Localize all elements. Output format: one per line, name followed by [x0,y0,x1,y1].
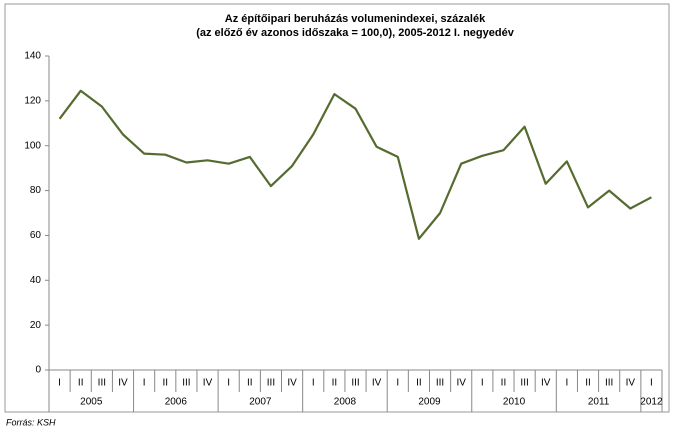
x-tick-label: III [436,378,444,389]
y-tick-label: 40 [30,275,42,286]
x-tick-label: I [396,378,399,389]
chart-frame [4,3,670,413]
x-group-label: 2012 [640,397,663,408]
x-group-label: 2007 [249,397,272,408]
x-group-label: 2009 [418,397,441,408]
x-tick-label: IV [626,378,636,389]
x-tick-label: III [182,378,190,389]
x-tick-label: I [227,378,230,389]
x-tick-label: I [481,378,484,389]
line-series [58,89,652,240]
x-tick-label: III [267,378,275,389]
y-tick-label: 140 [24,51,41,62]
x-group-label: 2011 [588,397,610,408]
y-tick-label: 100 [24,140,41,151]
x-tick-label: I [565,378,568,389]
x-tick-label: III [351,378,359,389]
x-tick-label: III [605,378,613,389]
x-tick-label: IV [456,378,466,389]
x-tick-label: II [416,378,422,389]
x-tick-label: II [78,378,84,389]
x-tick-label: I [143,378,146,389]
x-group-label: 2008 [334,397,357,408]
y-tick-label: 20 [30,320,42,331]
x-group-label: 2010 [503,397,526,408]
x-tick-label: II [501,378,507,389]
y-tick-label: 0 [35,365,41,376]
x-tick-label: I [58,378,61,389]
x-tick-label: II [332,378,338,389]
x-tick-label: IV [203,378,213,389]
x-tick-label: II [247,378,253,389]
source-note: Forrás: KSH [6,417,56,427]
x-tick-label: I [650,378,653,389]
x-tick-label: III [98,378,106,389]
x-tick-label: IV [287,378,297,389]
x-tick-label: IV [372,378,382,389]
x-tick-label: IV [118,378,128,389]
y-tick-label: 120 [24,95,41,106]
y-tick-label: 80 [30,185,42,196]
x-tick-label: II [162,378,168,389]
x-tick-label: II [585,378,591,389]
x-tick-label: I [312,378,315,389]
chart-title: Az építőipari beruházás volumenindexei, … [225,13,486,25]
x-tick-label: III [520,378,528,389]
y-tick-label: 60 [30,230,42,241]
x-tick-label: IV [541,378,551,389]
x-group-label: 2006 [165,397,188,408]
x-group-label: 2005 [80,397,103,408]
chart-subtitle: (az előző év azonos időszaka = 100,0), 2… [196,27,515,39]
